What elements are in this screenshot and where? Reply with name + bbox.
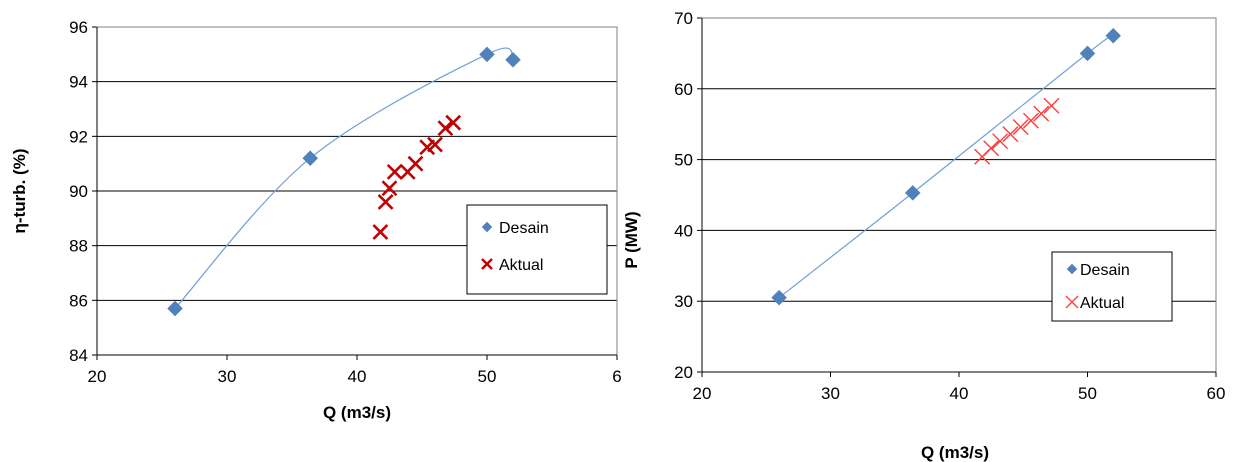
data-point-aktual <box>427 136 443 153</box>
data-point-desain <box>302 150 319 167</box>
data-point-desain <box>1079 45 1096 62</box>
data-point-aktual <box>1033 105 1050 122</box>
legend: Desain Aktual <box>1051 251 1173 322</box>
data-point-desain <box>505 51 521 68</box>
y-tick-label: 50 <box>674 151 693 170</box>
legend: Desain Aktual <box>466 204 608 295</box>
y-tick-label: 92 <box>69 127 88 146</box>
data-point-aktual <box>407 155 424 172</box>
data-point-aktual <box>377 194 394 210</box>
y-tick-label: 86 <box>69 291 88 310</box>
x-axis-title: Q (m3/s) <box>921 443 989 462</box>
data-point-aktual <box>1043 97 1060 114</box>
legend-label-desain: Desain <box>1080 262 1130 279</box>
power-chart: 20 30 40 50 60 70 20 30 40 50 60 Q (m3/s) P (MW) Desa… <box>622 9 1225 462</box>
data-point-aktual <box>386 163 403 180</box>
data-point-aktual <box>372 224 389 240</box>
data-point-aktual <box>437 120 454 137</box>
y-tick-label: 20 <box>674 363 693 382</box>
x-tick-label: 40 <box>348 367 367 386</box>
x-tick-label: 40 <box>950 384 969 403</box>
efficiency-chart: 84 86 88 90 92 94 96 20 30 40 50 6 Q (m3/s) η-turb. (… <box>10 18 622 422</box>
x-tick-label: 30 <box>821 384 840 403</box>
data-point-desain <box>904 185 921 201</box>
y-axis-title: P (MW) <box>622 211 641 268</box>
x-tick-label: 50 <box>478 367 497 386</box>
y-axis-title: η-turb. (%) <box>10 149 29 234</box>
legend-label-desain: Desain <box>499 220 549 237</box>
data-point-desain <box>167 300 183 317</box>
x-tick-label: 60 <box>1207 384 1226 403</box>
data-point-aktual <box>1002 126 1019 143</box>
data-point-desain <box>479 46 495 63</box>
legend-marker-aktual <box>481 258 493 270</box>
data-point-aktual <box>1022 112 1039 129</box>
y-tick-label: 30 <box>674 292 693 311</box>
y-tick-label: 94 <box>69 73 88 92</box>
x-axis-title: Q (m3/s) <box>323 403 391 422</box>
y-tick-label: 84 <box>69 346 88 365</box>
legend-marker-desain <box>481 221 493 233</box>
legend-marker-aktual <box>1065 295 1079 309</box>
y-tick-label: 40 <box>674 221 693 240</box>
trendline-desain <box>778 35 1114 299</box>
y-tick-label: 96 <box>69 18 88 37</box>
data-point-aktual <box>1012 119 1029 136</box>
x-tick-label: 30 <box>218 367 237 386</box>
x-tick-label: 20 <box>88 367 107 386</box>
data-point-desain <box>771 289 787 306</box>
data-point-aktual <box>445 114 462 131</box>
x-tick-label: 50 <box>1078 384 1097 403</box>
data-point-desain <box>1105 27 1122 44</box>
y-tick-label: 90 <box>69 182 88 201</box>
y-tick-label: 60 <box>674 80 693 99</box>
trendline-desain <box>174 47 514 309</box>
y-tick-label: 88 <box>69 237 88 256</box>
y-tick-label: 70 <box>674 9 693 28</box>
legend-label-aktual: Aktual <box>499 257 543 274</box>
legend-label-aktual: Aktual <box>1080 295 1124 312</box>
x-tick-label: 6 <box>612 367 621 386</box>
legend-marker-desain <box>1066 263 1078 275</box>
data-point-aktual <box>992 133 1009 150</box>
data-point-aktual <box>983 140 1000 157</box>
x-tick-label: 20 <box>693 384 712 403</box>
data-point-aktual <box>381 180 398 197</box>
